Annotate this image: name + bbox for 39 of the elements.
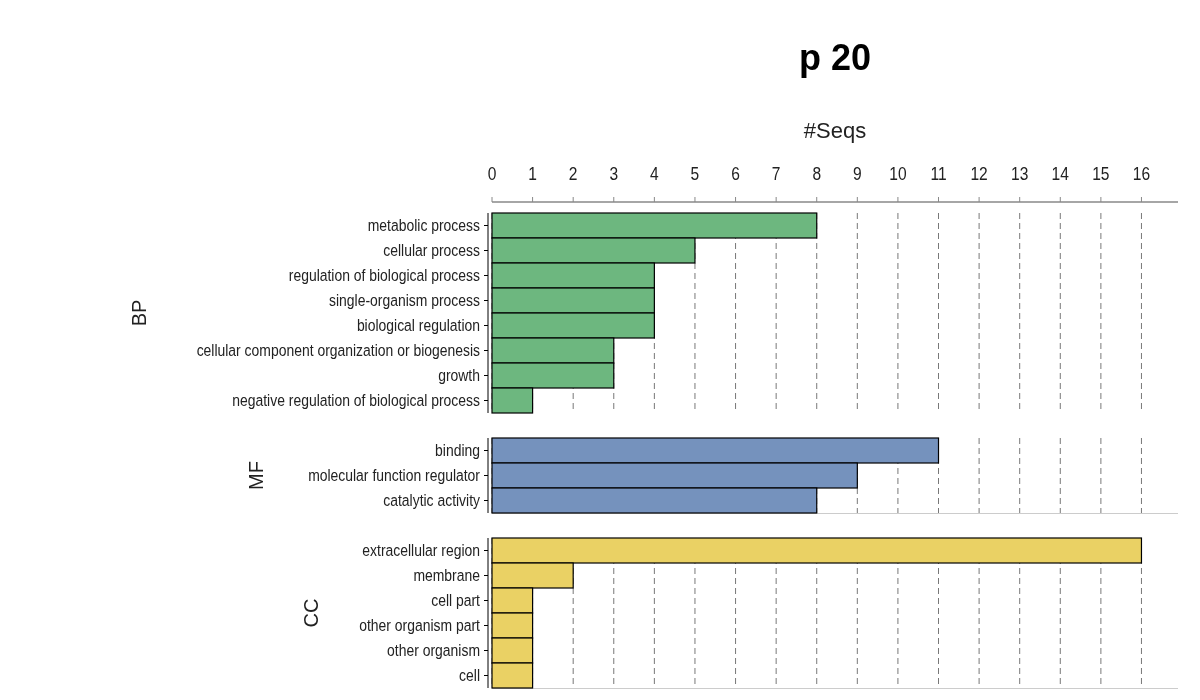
x-tick-label: 8 <box>812 162 822 185</box>
y-tick-label: cell <box>459 666 480 685</box>
x-tick-label: 13 <box>1011 162 1029 185</box>
x-tick-label: 1 <box>528 162 537 185</box>
x-tick-label: 16 <box>1132 162 1151 185</box>
x-tick-label: 2 <box>568 162 578 185</box>
y-tick-label: cellular component organization or biogenesis <box>196 341 481 360</box>
x-tick-label: 14 <box>1051 162 1070 185</box>
y-axis-title: BP <box>127 299 150 327</box>
x-tick-label: 3 <box>609 162 619 185</box>
y-tick-label: biological regulation <box>356 316 480 335</box>
y-tick-label: cellular process <box>383 241 481 260</box>
y-tick-label: regulation of biological process <box>288 266 481 285</box>
y-tick-label: extracellular region <box>362 541 480 560</box>
x-tick-label: 11 <box>930 162 947 185</box>
y-tick-label: catalytic activity <box>383 491 481 510</box>
chart-title: p 20 <box>798 37 872 78</box>
y-tick-label: molecular function regulator <box>308 466 480 485</box>
y-tick-label: other organism part <box>359 616 481 635</box>
y-tick-label: other organism <box>387 641 480 660</box>
x-tick-label: 7 <box>771 162 781 185</box>
y-tick-label: negative regulation of biological process <box>232 391 481 410</box>
y-axis-title: CC <box>300 598 322 628</box>
y-axis-title: MF <box>244 461 267 490</box>
y-tick-label: single-organism process <box>329 291 481 310</box>
x-tick-label: 15 <box>1092 162 1110 185</box>
x-tick-label: 4 <box>650 162 659 185</box>
y-tick-label: metabolic process <box>367 216 481 235</box>
x-axis-title: #Seqs <box>803 118 867 143</box>
x-tick-label: 12 <box>970 162 988 185</box>
x-tick-label: 5 <box>690 162 700 185</box>
x-tick-label: 10 <box>889 162 907 185</box>
y-tick-label: cell part <box>431 591 481 610</box>
x-tick-label: 0 <box>487 162 497 185</box>
y-tick-label: membrane <box>413 566 480 585</box>
x-tick-label: 9 <box>853 162 862 185</box>
y-tick-label: binding <box>435 441 480 460</box>
x-tick-label: 6 <box>731 162 740 185</box>
y-tick-label: growth <box>438 366 480 385</box>
